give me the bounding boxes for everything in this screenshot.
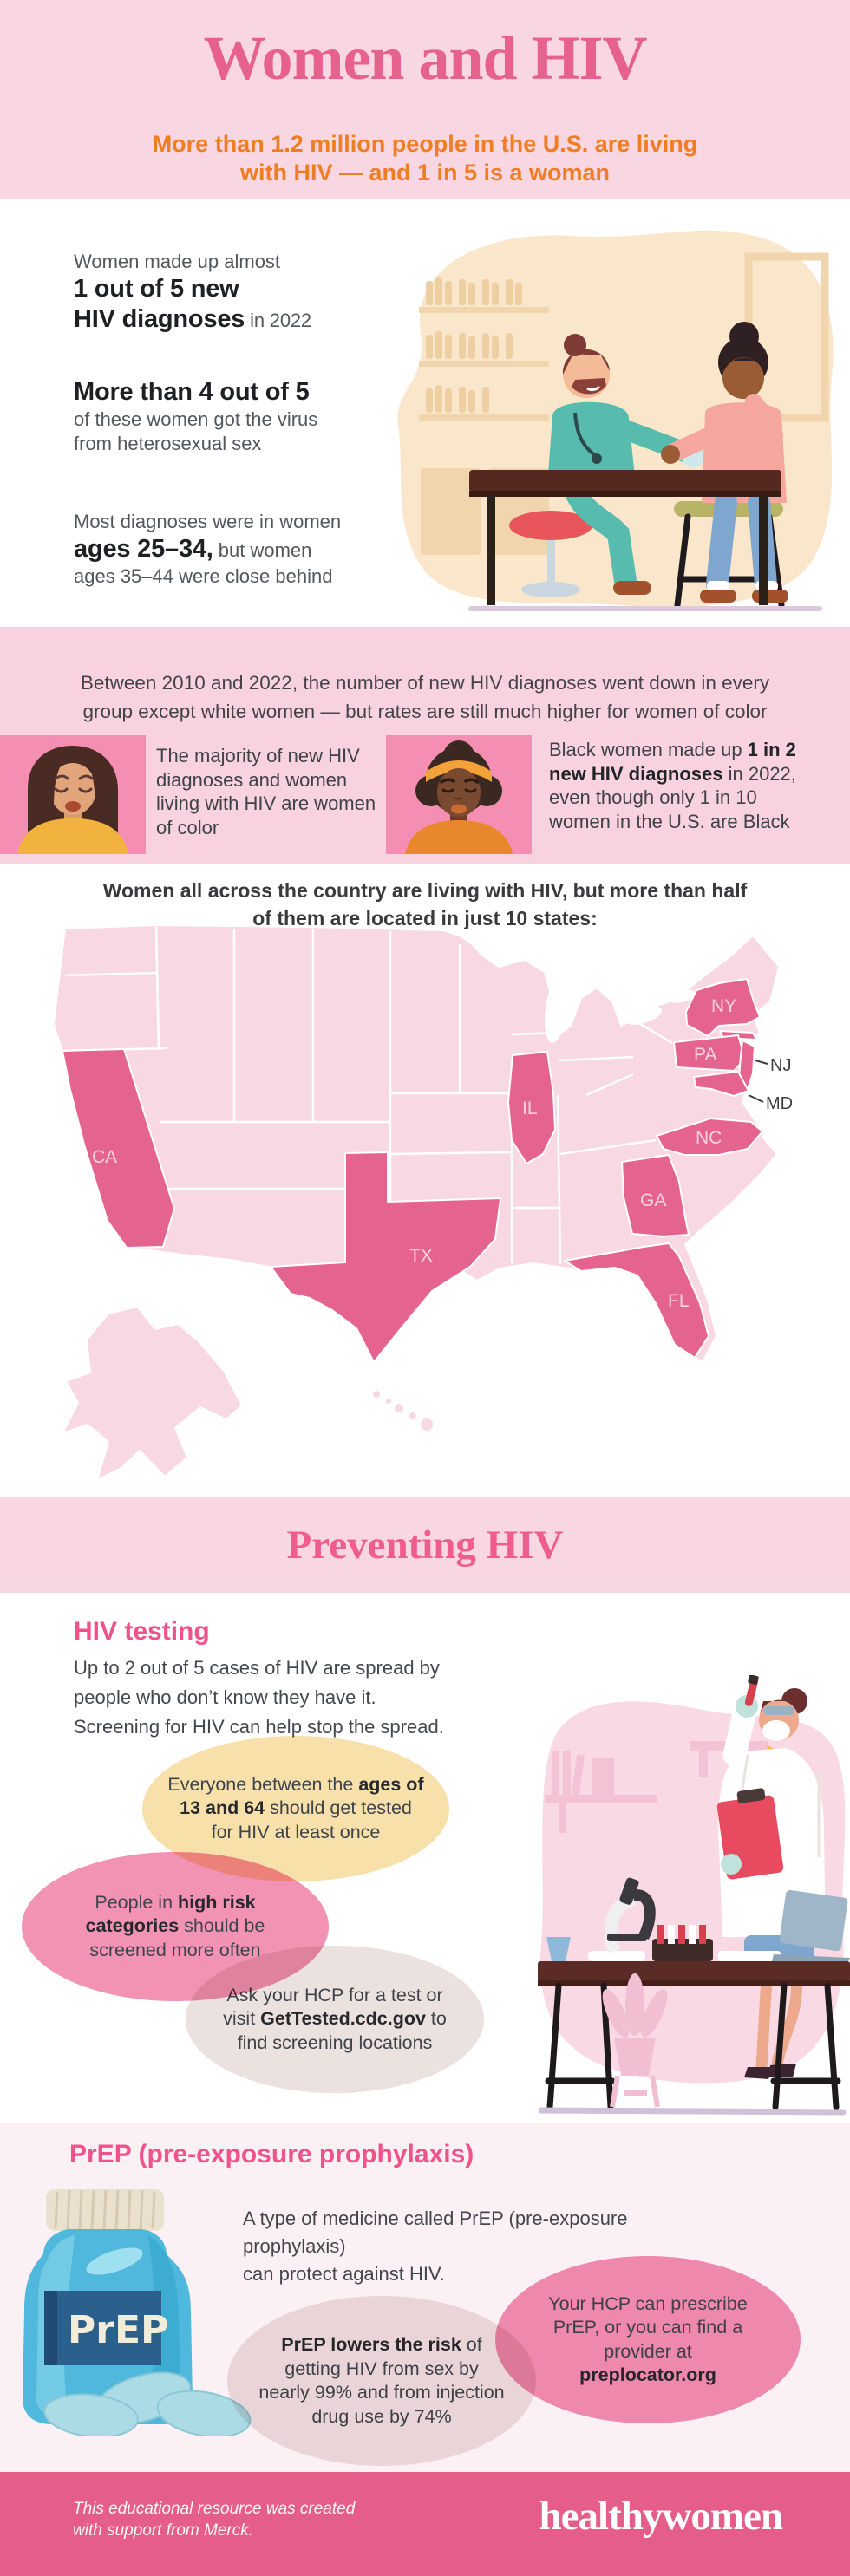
disparities-band: Between 2010 and 2022, the number of new…: [0, 627, 850, 864]
us-map: CA TX IL NY PA NC GA FL NJ MD: [52, 923, 793, 1482]
label-md: MD: [766, 1094, 793, 1113]
preventing-title: Preventing HIV: [286, 1523, 564, 1568]
bubble-gettested: Ask your HCP for a test or visit GetTest…: [186, 1946, 484, 2093]
bubble-high-risk: People in high risk categories should be…: [22, 1852, 329, 2001]
flask-icon: [546, 1937, 571, 1961]
state-il: [507, 1051, 556, 1164]
stool-icon: [509, 511, 592, 597]
prep-section: PrEP (pre-exposure prophylaxis) PrEP A: [0, 2123, 850, 2472]
test-tube-rack-icon: [652, 1925, 713, 1961]
avatar-black-woman: [386, 735, 532, 854]
table-icon: [469, 470, 781, 605]
prep-bottle-illustration: PrEP: [23, 2189, 252, 2436]
prep-paragraph: A type of medicine called PrEP (pre-expo…: [243, 2208, 628, 2285]
clinic-illustration: [397, 230, 834, 611]
lake-erie: [624, 1006, 663, 1025]
state-alaska: [60, 1305, 244, 1482]
label-ga: GA: [640, 1190, 666, 1210]
label-fl: FL: [668, 1291, 690, 1311]
header-section: Women and HIV More than 1.2 million peop…: [0, 0, 850, 199]
label-il: IL: [522, 1099, 538, 1118]
testing-paragraph: Up to 2 out of 5 cases of HIV are spread…: [74, 1657, 444, 1738]
state-md: [693, 1071, 749, 1097]
footer-note: This educational resource was created wi…: [73, 2500, 356, 2540]
state-ga: [621, 1154, 690, 1237]
page-subtitle: More than 1.2 million people in the U.S.…: [0, 130, 850, 187]
map-title: Women all across the country are living …: [102, 879, 748, 929]
subtitle-line2: with HIV — and 1 in 5 is a woman: [239, 160, 611, 186]
page-title: Women and HIV: [203, 23, 647, 93]
subtitle-line1: More than 1.2 million people in the U.S.…: [152, 131, 698, 157]
state-ny: [685, 978, 761, 1037]
label-tx: TX: [409, 1246, 433, 1266]
nj-leader-line: [755, 1060, 768, 1065]
lab-illustration: [538, 1675, 850, 2116]
label-ca: CA: [92, 1147, 117, 1167]
testing-section: HIV testing Up to 2 out of 5 cases of HI…: [0, 1593, 850, 2123]
label-nc: NC: [696, 1128, 722, 1148]
lab-table-icon: [538, 1961, 850, 2110]
woman-avatar-icon: [0, 735, 146, 854]
stat-age-groups: Most diagnoses were in women ages 25–34,…: [74, 511, 342, 587]
lake-michigan: [544, 974, 570, 1043]
bottle-label: PrEP: [68, 2308, 168, 2352]
papers-icon: [718, 1951, 781, 1961]
plant-icon: [602, 1973, 668, 2108]
avatar-woman-of-color: [0, 735, 146, 854]
gettested-link-text[interactable]: GetTested.cdc.gov: [260, 2008, 426, 2030]
state-tx: [270, 1151, 501, 1363]
label-pa: PA: [694, 1045, 716, 1065]
preventing-band: Preventing HIV: [0, 1497, 850, 1593]
state-fl: [564, 1242, 709, 1359]
band-intro-text: Between 2010 and 2022, the number of new…: [80, 672, 770, 722]
preplocator-link-text[interactable]: preplocator.org: [579, 2364, 716, 2385]
stat-heterosexual-sex: More than 4 out of 5 of these women got …: [74, 378, 318, 454]
card-majority-text: The majority of new HIV diagnoses and wo…: [156, 745, 376, 838]
map-section: Women all across the country are living …: [0, 864, 850, 1497]
black-woman-avatar-icon: [386, 735, 532, 854]
bubble-prep-risk: PrEP lowers the risk of getting HIV from…: [227, 2296, 536, 2466]
md-leader-line: [748, 1094, 764, 1103]
label-nj: NJ: [770, 1056, 791, 1075]
footer-section: This educational resource was created wi…: [0, 2472, 850, 2576]
state-hawaii: [373, 1391, 433, 1431]
state-ca: [62, 1048, 175, 1249]
prep-heading: PrEP (pre-exposure prophylaxis): [69, 2140, 474, 2168]
microscope-icon: [588, 1877, 656, 1961]
bubble-prep-provider: Your HCP can prescribe PrEP, or you can …: [495, 2256, 801, 2423]
stats-section: Women made up almost 1 out of 5 new HIV …: [0, 199, 850, 627]
testing-heading: HIV testing: [74, 1617, 210, 1646]
label-ny: NY: [711, 996, 736, 1016]
pills-icon: [43, 2371, 252, 2436]
healthywomen-logo: healthywomen: [539, 2494, 783, 2539]
state-nc: [656, 1118, 763, 1156]
lake-ontario: [668, 989, 696, 1003]
card-black-women-text: Black women made up 1 in 2 new HIV diagn…: [549, 739, 796, 832]
stat-new-diagnoses: Women made up almost 1 out of 5 new HIV …: [74, 251, 311, 333]
